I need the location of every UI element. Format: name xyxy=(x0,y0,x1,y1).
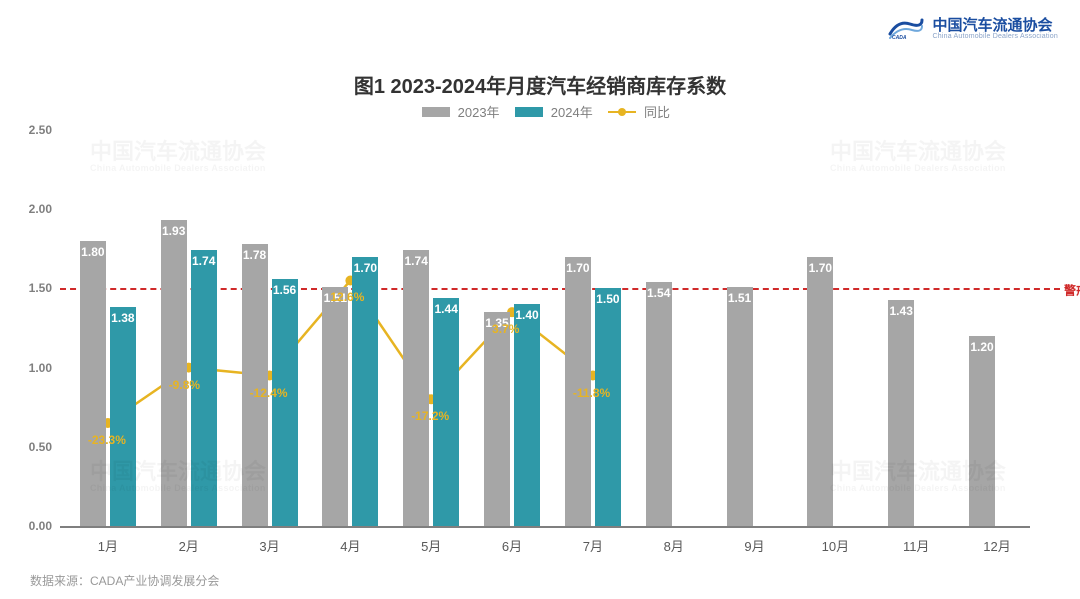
bar-2023-label: 1.80 xyxy=(81,245,104,259)
bar-2024-label: 1.70 xyxy=(354,261,377,275)
bar-2023: 1.35 xyxy=(484,312,510,526)
x-category: 11月 xyxy=(903,536,930,555)
bar-2024: 1.44 xyxy=(433,298,459,526)
x-category: 6月 xyxy=(502,536,522,555)
bar-2024: 1.74 xyxy=(191,250,217,526)
y-tick: 0.00 xyxy=(29,519,52,533)
bar-2023-label: 1.93 xyxy=(162,224,185,238)
bar-2023: 1.93 xyxy=(161,220,187,526)
legend-swatch-2023 xyxy=(422,107,450,117)
y-tick: 1.50 xyxy=(29,281,52,295)
bar-2023-label: 1.35 xyxy=(485,316,508,330)
bar-2023: 1.74 xyxy=(403,250,429,526)
y-tick: 0.50 xyxy=(29,440,52,454)
bar-2023: 1.20 xyxy=(969,336,995,526)
brand-name-cn: 中国汽车流通协会 xyxy=(933,18,1059,33)
bar-2023: 1.54 xyxy=(646,282,672,526)
svg-text:CADA: CADA xyxy=(892,35,907,40)
bar-2023-label: 1.78 xyxy=(243,248,266,262)
x-category: 3月 xyxy=(259,536,279,555)
x-category: 8月 xyxy=(664,536,684,555)
legend-label-2024: 2024年 xyxy=(551,105,593,120)
chart-title: 图1 2023-2024年月度汽车经销商库存系数 xyxy=(0,70,1080,99)
x-category: 7月 xyxy=(583,536,603,555)
bar-2023-label: 1.70 xyxy=(566,261,589,275)
bar-2023: 1.43 xyxy=(888,300,914,527)
legend-label-yoy: 同比 xyxy=(644,105,670,120)
bar-2024: 1.70 xyxy=(352,257,378,526)
bar-2023: 1.70 xyxy=(807,257,833,526)
brand-logo: CADA 中国汽车流通协会 China Automobile Dealers A… xyxy=(888,18,1058,40)
bar-2023: 1.70 xyxy=(565,257,591,526)
bar-2024-label: 1.56 xyxy=(273,283,296,297)
bar-2023: 1.51 xyxy=(322,287,348,526)
x-category: 9月 xyxy=(744,536,764,555)
bar-2023-label: 1.74 xyxy=(405,254,428,268)
bar-2024-label: 1.74 xyxy=(192,254,215,268)
bar-2023-label: 1.54 xyxy=(647,286,670,300)
bar-2024-label: 1.44 xyxy=(435,302,458,316)
legend-label-2023: 2023年 xyxy=(458,105,500,120)
x-category: 4月 xyxy=(340,536,360,555)
bar-2023-label: 1.70 xyxy=(809,261,832,275)
brand-name-en: China Automobile Dealers Association xyxy=(933,33,1059,40)
bar-2023-label: 1.51 xyxy=(324,291,347,305)
chart-legend: 2023年 2024年 同比 xyxy=(0,102,1080,121)
bar-2023-label: 1.43 xyxy=(890,304,913,318)
y-tick: 2.00 xyxy=(29,202,52,216)
bar-2023-label: 1.51 xyxy=(728,291,751,305)
bar-2024-label: 1.50 xyxy=(596,292,619,306)
bar-2024: 1.38 xyxy=(110,307,136,526)
bar-2024: 1.50 xyxy=(595,288,621,526)
chart-plot-area: 警戒线 0.000.501.001.502.002.501月1.801.382月… xyxy=(60,130,1030,528)
x-category: 2月 xyxy=(179,536,199,555)
y-tick: 1.00 xyxy=(29,361,52,375)
bar-2023: 1.51 xyxy=(727,287,753,526)
bar-2024: 1.56 xyxy=(272,279,298,526)
bar-2023: 1.78 xyxy=(242,244,268,526)
data-source: 数据来源：CADA产业协调发展分会 xyxy=(30,572,219,589)
bar-2023-label: 1.20 xyxy=(970,340,993,354)
warning-line-label: 警戒线 xyxy=(1064,282,1080,299)
y-tick: 2.50 xyxy=(29,123,52,137)
x-category: 5月 xyxy=(421,536,441,555)
legend-swatch-2024 xyxy=(515,107,543,117)
x-category: 12月 xyxy=(983,536,1010,555)
bar-2024-label: 1.38 xyxy=(111,311,134,325)
bar-2023: 1.80 xyxy=(80,241,106,526)
brand-mark-icon: CADA xyxy=(888,18,924,40)
x-category: 1月 xyxy=(98,536,118,555)
legend-swatch-yoy xyxy=(608,107,636,117)
bar-2024: 1.40 xyxy=(514,304,540,526)
x-category: 10月 xyxy=(822,536,849,555)
bar-2024-label: 1.40 xyxy=(515,308,538,322)
